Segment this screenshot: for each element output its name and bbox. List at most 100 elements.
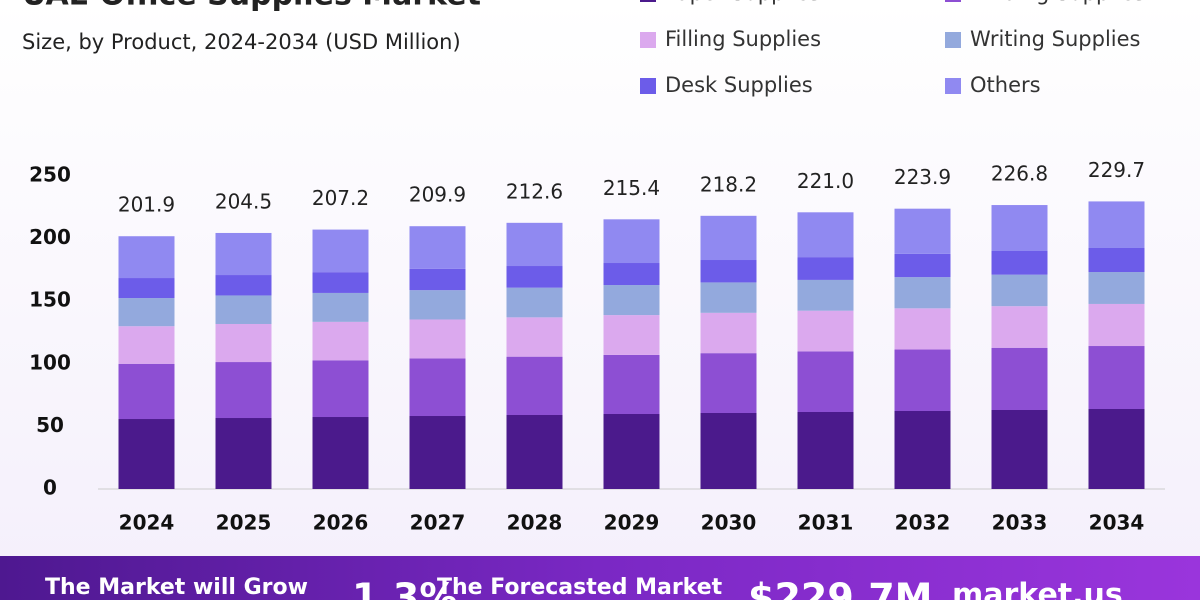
y-tick-label: 250	[29, 163, 71, 187]
bar-segment	[991, 250, 1048, 275]
legend-swatch	[640, 32, 656, 48]
legend-label: Binding Supplies	[970, 0, 1145, 5]
bar-segment	[409, 290, 466, 320]
legend-label: Filling Supplies	[665, 27, 821, 51]
bar-segment	[700, 413, 757, 489]
bar-segment	[1088, 346, 1145, 409]
x-tick-label: 2025	[216, 511, 272, 535]
bar-segment	[506, 415, 563, 489]
bar-segment	[700, 215, 757, 261]
bar-segment	[215, 362, 272, 419]
banner-forecast-text: The Forecasted Market	[437, 575, 723, 600]
x-tick-label: 2032	[895, 511, 951, 535]
bar-segment	[1088, 303, 1145, 347]
total-label: 218.2	[700, 172, 757, 196]
bar-segment	[797, 279, 854, 311]
legend-label: Desk Supplies	[665, 73, 813, 97]
bar-segment	[700, 282, 757, 313]
bar-segment	[700, 260, 757, 283]
bar-segment	[118, 419, 175, 489]
bar-segment	[603, 354, 660, 415]
bar-segment	[409, 268, 466, 291]
y-tick-label: 100	[29, 350, 71, 374]
bar-segment	[118, 326, 175, 364]
total-label: 201.9	[118, 193, 175, 217]
banner-brand: market.us	[952, 578, 1123, 600]
bar-segment	[894, 308, 951, 350]
bar-segment	[215, 275, 272, 296]
bar-segment	[991, 409, 1048, 489]
total-label: 229.7	[1088, 158, 1145, 182]
y-tick-label: 200	[29, 225, 71, 249]
bar-segment	[894, 277, 951, 309]
total-label: 212.6	[506, 179, 563, 203]
bar-segment	[506, 317, 563, 357]
bar-segment	[991, 306, 1048, 348]
total-label: 221.0	[797, 169, 854, 193]
banner	[0, 556, 1200, 600]
legend-label: Writing Supplies	[970, 27, 1141, 51]
bar-segment	[312, 321, 369, 361]
bar-segment	[603, 263, 660, 286]
y-tick-label: 0	[43, 476, 57, 500]
bar-segment	[603, 315, 660, 355]
bar-segment	[118, 298, 175, 327]
total-label: 215.4	[603, 176, 660, 200]
bar-segment	[894, 253, 951, 278]
legend-swatch	[640, 0, 656, 2]
total-label: 223.9	[894, 165, 951, 189]
legend-label: Paper Supplies	[665, 0, 820, 5]
x-tick-label: 2024	[119, 511, 175, 535]
bar-segment	[506, 356, 563, 416]
bar-segment	[312, 272, 369, 293]
x-tick-label: 2027	[410, 511, 466, 535]
chart-subtitle: Size, by Product, 2024-2034 (USD Million…	[22, 30, 461, 54]
x-tick-label: 2034	[1089, 511, 1145, 535]
bar-segment	[894, 349, 951, 412]
x-tick-label: 2033	[992, 511, 1048, 535]
bar-segment	[312, 417, 369, 489]
bar-segment	[1088, 272, 1145, 304]
bar-segment	[991, 274, 1048, 307]
bar-segment	[797, 412, 854, 489]
bar-segment	[312, 292, 369, 322]
bar-segment	[797, 351, 854, 413]
bar-segment	[1088, 408, 1145, 489]
bar-segment	[797, 310, 854, 352]
banner-forecast-value: $229.7M	[748, 576, 932, 600]
bar-segment	[118, 363, 175, 420]
bar-segment	[409, 319, 466, 359]
y-tick-label: 50	[36, 413, 64, 437]
bar-segment	[894, 411, 951, 489]
bar-segment	[506, 287, 563, 318]
x-tick-label: 2031	[798, 511, 854, 535]
bar-segment	[506, 266, 563, 288]
legend-swatch	[945, 32, 961, 48]
chart-title: UAE Office Supplies Market	[22, 0, 481, 13]
y-tick-label: 150	[29, 288, 71, 312]
bar-segment	[506, 222, 563, 267]
bar-segment	[215, 232, 272, 276]
bar-segment	[991, 347, 1048, 410]
bar-segment	[797, 212, 854, 258]
total-label: 209.9	[409, 183, 466, 207]
bar-segment	[894, 208, 951, 254]
bar-segment	[1088, 201, 1145, 248]
bar-segment	[215, 295, 272, 324]
total-label: 226.8	[991, 162, 1048, 186]
legend-swatch	[945, 78, 961, 94]
banner-growth-rate: 1.3%	[352, 576, 457, 600]
x-tick-label: 2030	[701, 511, 757, 535]
x-tick-label: 2026	[313, 511, 369, 535]
total-label: 204.5	[215, 189, 272, 213]
bar-segment	[700, 353, 757, 414]
bar-segment	[118, 278, 175, 299]
bar-segment	[603, 414, 660, 489]
bar-segment	[312, 229, 369, 273]
bar-segment	[603, 285, 660, 316]
legend-label: Others	[970, 73, 1041, 97]
legend-swatch	[945, 0, 961, 2]
bar-segment	[215, 418, 272, 489]
banner-growth-text: The Market will Grow	[45, 575, 308, 600]
